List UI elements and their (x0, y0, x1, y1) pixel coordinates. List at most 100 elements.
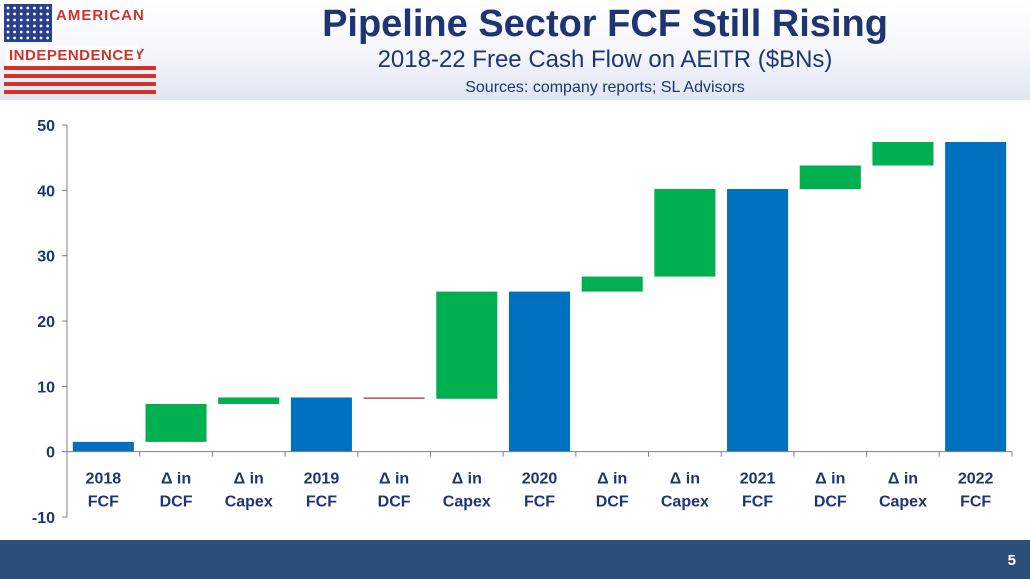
canton-star (19, 24, 23, 28)
canton-star (13, 6, 16, 10)
total-bar (945, 141, 1007, 452)
x-category-label: FCF (88, 494, 119, 511)
canton-star (13, 18, 16, 22)
canton-star (13, 24, 16, 28)
x-category-label: 2020 (522, 471, 558, 488)
total-bar (508, 291, 571, 452)
canton-star (6, 36, 10, 40)
slide-title: Pipeline Sector FCF Still Rising (322, 3, 888, 45)
x-category-label: DCF (160, 494, 193, 511)
delta-bar (363, 397, 425, 399)
page-number: 5 (1007, 552, 1016, 569)
flag-stripes (4, 66, 156, 94)
canton-star (6, 30, 10, 34)
canton-star (33, 36, 36, 40)
canton-stars (6, 6, 49, 40)
canton-star (33, 24, 36, 28)
flag-canton (4, 4, 52, 42)
x-category-label: Δ in (379, 471, 409, 488)
canton-star (39, 12, 43, 16)
logo-line-3: INDEPENDENCE (6, 46, 138, 65)
x-category-label: Δ in (888, 471, 918, 488)
x-category-label: Δ in (234, 471, 264, 488)
canton-star (19, 30, 23, 34)
delta-bar (872, 141, 934, 166)
canton-star (13, 36, 16, 40)
total-bar (290, 397, 352, 452)
delta-bar (218, 397, 280, 404)
x-category-label: 2021 (740, 471, 776, 488)
x-category-label: DCF (378, 494, 411, 511)
canton-star (26, 24, 30, 28)
canton-star (46, 12, 49, 16)
y-tick-label: 50 (37, 118, 55, 135)
bar-series (72, 141, 1007, 452)
canton-star (46, 18, 49, 22)
delta-bar (799, 165, 861, 190)
y-tick-label: 40 (37, 183, 55, 200)
x-category-label: DCF (814, 494, 847, 511)
x-category-label: Capex (661, 494, 709, 511)
x-category-label: 2018 (86, 471, 122, 488)
canton-star (6, 12, 10, 16)
x-category-label: 2019 (304, 471, 340, 488)
canton-star (13, 30, 16, 34)
x-category-label: Capex (443, 494, 491, 511)
canton-star (33, 6, 36, 10)
canton-star (46, 30, 49, 34)
delta-bar (654, 189, 716, 277)
y-tick-label: 30 (37, 249, 55, 266)
x-category-label: Δ in (161, 471, 191, 488)
canton-star (39, 18, 43, 22)
canton-star (13, 12, 16, 16)
x-axis: 2018 FCF Δ in DCF Δ in Capex 2019 FCF Δ in DCF Δ i… (66, 451, 1013, 511)
delta-bar (436, 291, 498, 399)
footer-bar: 5 (0, 540, 1030, 579)
canton-star (26, 12, 30, 16)
canton-star (33, 18, 36, 22)
y-tick-label: 0 (46, 445, 55, 462)
y-tick-label: 20 (37, 314, 55, 331)
canton-star (46, 6, 49, 10)
canton-star (33, 12, 36, 16)
x-category-label: FCF (742, 494, 773, 511)
y-tick-label: 10 (37, 379, 55, 396)
canton-star (46, 36, 49, 40)
x-category-label: Capex (225, 494, 273, 511)
canton-star (6, 24, 10, 28)
canton-star (19, 12, 23, 16)
x-category-label: FCF (524, 494, 555, 511)
canton-star (39, 36, 43, 40)
x-category-label: Capex (879, 494, 927, 511)
x-category-label: FCF (960, 494, 991, 511)
canton-star (39, 24, 43, 28)
canton-star (19, 18, 23, 22)
logo-text: AMERICAN ENERGY INDEPENDENCE (6, 6, 156, 65)
canton-star (26, 18, 30, 22)
y-tick-label: -10 (32, 510, 55, 527)
x-category-label: FCF (306, 494, 337, 511)
american-energy-independence-logo: AMERICAN ENERGY INDEPENDENCE (2, 2, 158, 98)
canton-star (6, 6, 10, 10)
x-category-label: Δ in (597, 471, 627, 488)
delta-bar (145, 403, 207, 442)
logo-line-1: AMERICAN (56, 7, 145, 24)
canton-star (26, 30, 30, 34)
flag-graphic (4, 4, 156, 94)
total-bar (72, 441, 134, 452)
canton-star (39, 6, 43, 10)
x-category-label: Δ in (670, 471, 700, 488)
canton-star (19, 36, 23, 40)
slide-subtitle: 2018-22 Free Cash Flow on AEITR ($BNs) (377, 46, 833, 73)
total-bar (727, 189, 789, 452)
slide-header: AMERICAN ENERGY INDEPENDENCE Pipeline Se… (0, 0, 1030, 100)
canton-star (19, 6, 23, 10)
canton-star (26, 6, 30, 10)
y-axis: -10 0 10 20 30 40 50 (32, 118, 68, 527)
canton-star (33, 30, 36, 34)
x-category-label: Δ in (452, 471, 482, 488)
x-category-label: DCF (596, 494, 629, 511)
canton-star (26, 36, 30, 40)
canton-star (39, 30, 43, 34)
